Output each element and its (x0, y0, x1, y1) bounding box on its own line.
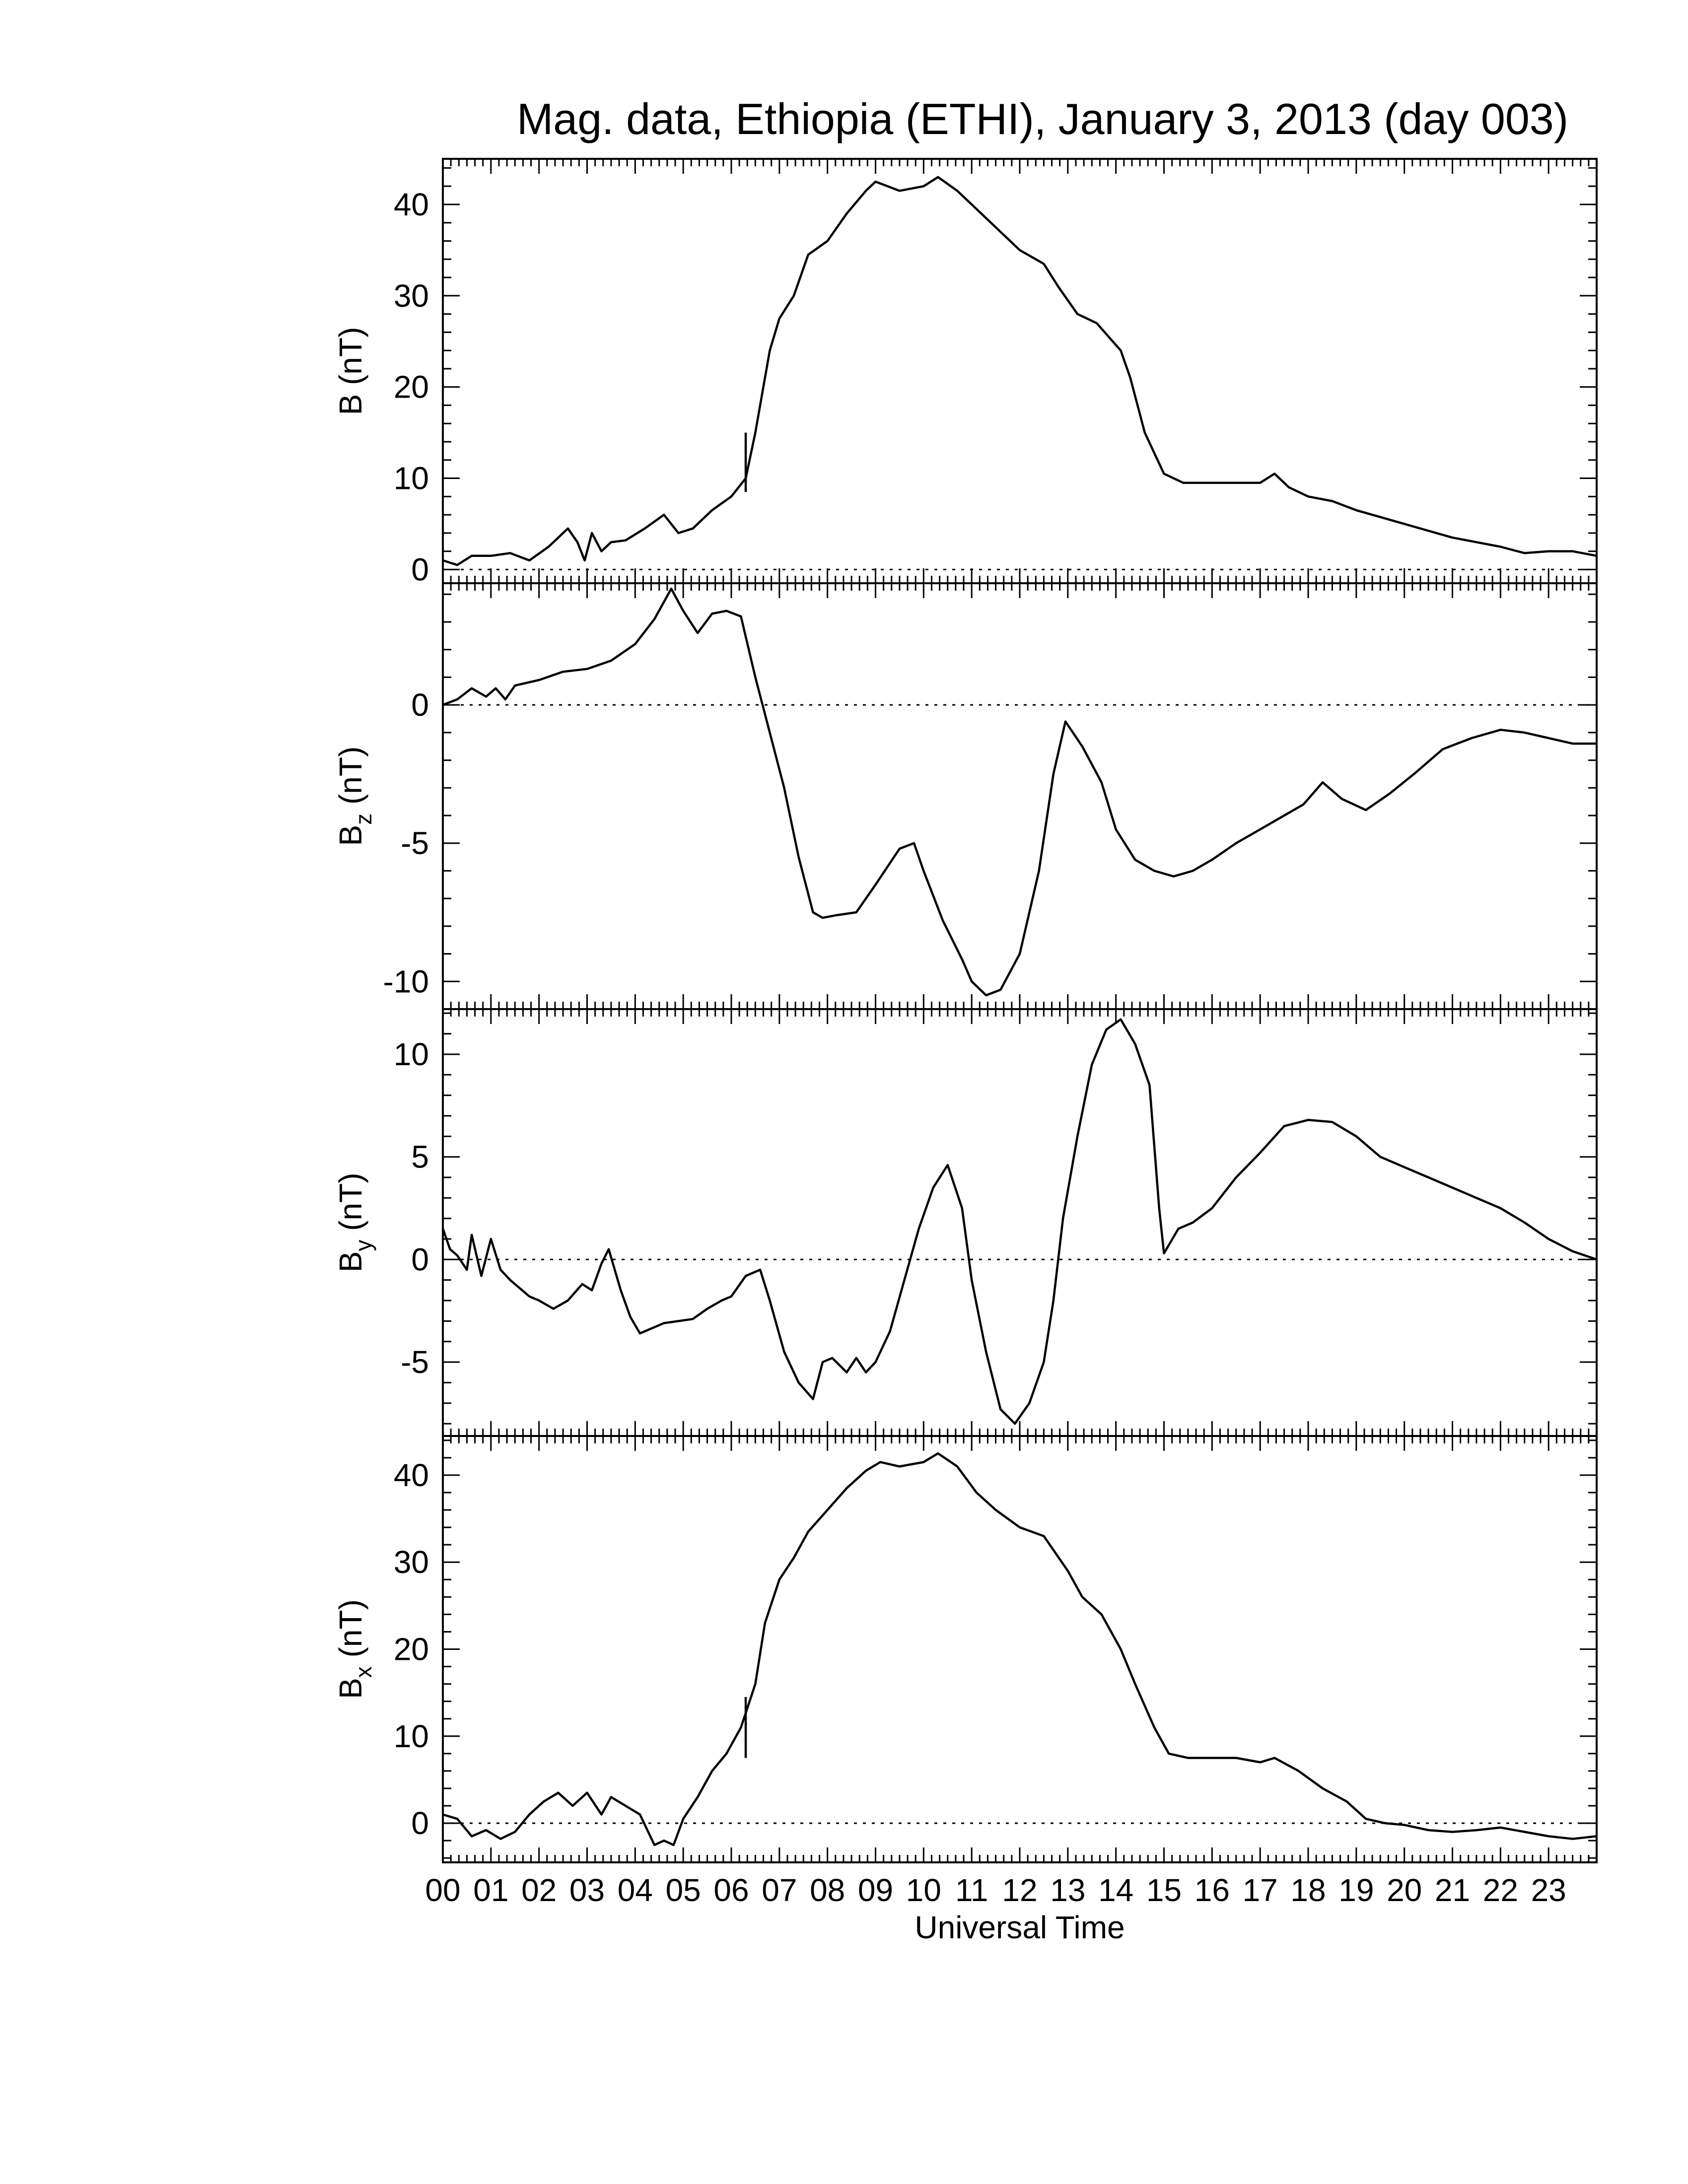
x-tick-label: 08 (810, 1872, 845, 1908)
y-ticks (443, 1012, 1597, 1425)
series-line-b (442, 176, 1597, 566)
y-tick-label: 0 (411, 1805, 429, 1841)
y-tick-label: -10 (383, 963, 429, 999)
x-tick-label: 09 (858, 1872, 893, 1908)
x-tick-label: 07 (762, 1872, 797, 1908)
y-tick-label: 5 (411, 1139, 429, 1175)
plot-frame (442, 1435, 1598, 1863)
y-tick-label: 0 (411, 687, 429, 723)
x-ticks (442, 1009, 1598, 1436)
x-tick-label: 23 (1531, 1872, 1566, 1908)
x-tick-labels: 00 01 02 03 04 05 06 07 08 09 10 11 12 13 14 15 16 17 18 19… (425, 1872, 1566, 1908)
y-tick-label: 0 (411, 551, 429, 587)
x-tick-label: 13 (1050, 1872, 1085, 1908)
x-tick-label: 12 (1002, 1872, 1037, 1908)
y-ticks (443, 593, 1597, 1010)
y-tick-label: -5 (401, 1344, 429, 1380)
x-tick-label: 05 (666, 1872, 701, 1908)
x-ticks (442, 159, 1598, 583)
series-line-bz (442, 587, 1597, 997)
y-tick-label: 20 (394, 1632, 429, 1667)
y-tick-label: 10 (394, 461, 429, 496)
y-ticks (443, 1439, 1597, 1859)
series-line-bx (442, 1452, 1597, 1846)
x-tick-label: 00 (425, 1872, 460, 1908)
x-tick-label: 20 (1387, 1872, 1422, 1908)
x-tick-label: 06 (713, 1872, 749, 1908)
x-tick-label: 21 (1435, 1872, 1470, 1908)
y-tick-label: 40 (394, 1457, 429, 1493)
x-tick-label: 03 (569, 1872, 605, 1908)
x-ticks (442, 1436, 1598, 1862)
x-tick-label: 17 (1243, 1872, 1278, 1908)
chart-title: Mag. data, Ethiopia (ETHI), January 3, 2… (517, 94, 1568, 143)
x-tick-label: 14 (1098, 1872, 1133, 1908)
y-axis-label: By (nT) (333, 1173, 376, 1273)
y-tick-label: 30 (394, 1544, 429, 1580)
x-tick-label: 19 (1338, 1872, 1374, 1908)
y-tick-label: 10 (394, 1718, 429, 1754)
y-tick-label: 10 (394, 1036, 429, 1072)
plot-frame (442, 1008, 1598, 1437)
x-ticks (442, 583, 1598, 1009)
plot-frame (442, 582, 1598, 1010)
y-axis-label: Bx (nT) (333, 1599, 376, 1699)
x-tick-label: 16 (1195, 1872, 1230, 1908)
y-tick-label: 40 (394, 187, 429, 222)
y-tick-label: 30 (394, 278, 429, 314)
x-tick-label: 15 (1146, 1872, 1182, 1908)
plot-frame (442, 158, 1598, 584)
x-tick-label: 18 (1290, 1872, 1326, 1908)
x-tick-label: 01 (473, 1872, 508, 1908)
y-tick-label: 0 (411, 1241, 429, 1277)
x-tick-label: 11 (955, 1872, 988, 1908)
series-line-by (441, 1018, 1597, 1425)
y-tick-label: 20 (394, 369, 429, 405)
x-tick-label: 02 (521, 1872, 557, 1908)
y-axis-label: Bz (nT) (333, 747, 376, 846)
panel-b: 0 10 20 30 40 B (nT) (333, 158, 1598, 587)
x-axis-label: Universal Time (914, 1910, 1125, 1945)
y-ticks (443, 167, 1597, 570)
x-tick-label: 22 (1483, 1872, 1518, 1908)
x-tick-label: 04 (618, 1872, 653, 1908)
panel-bx: 0 10 20 30 40 Bx (nT) (333, 1435, 1598, 1863)
panel-bz: -10 -5 0 Bz (nT) (333, 582, 1598, 1010)
y-axis-label: B (nT) (333, 327, 368, 415)
x-tick-label: 10 (906, 1872, 941, 1908)
y-tick-label: -5 (401, 825, 429, 861)
panel-by: -5 0 5 10 By (nT) (333, 1008, 1598, 1437)
panel-stack: 0 10 20 30 40 B (nT) -10 -5 0 Bz (nT) -5 0 5 10 By (nT… (333, 158, 1598, 1863)
